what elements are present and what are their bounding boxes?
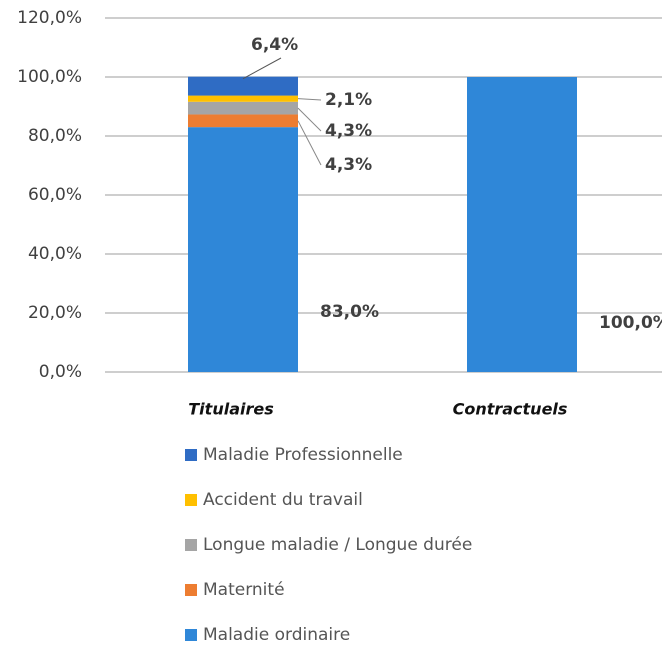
y-tick-label: 100,0%: [17, 67, 82, 87]
bar-segment: [188, 101, 298, 115]
leader-line: [297, 120, 322, 166]
x-tick-label: Contractuels: [453, 400, 568, 419]
legend-swatch: [185, 449, 197, 461]
y-tick-label: 60,0%: [28, 185, 82, 205]
leader-line: [297, 98, 322, 101]
leader-line: [297, 107, 322, 132]
legend-label: Accident du travail: [203, 490, 363, 510]
bar-segment: [188, 76, 298, 96]
legend-label: Maladie Professionnelle: [203, 445, 403, 465]
legend-label: Longue maladie / Longue durée: [203, 535, 472, 555]
bar-segment: [188, 127, 298, 373]
data-label: 100,0%: [599, 313, 662, 333]
legend-swatch: [185, 584, 197, 596]
leader-line: [242, 57, 282, 80]
legend-swatch: [185, 494, 197, 506]
data-label: 6,4%: [251, 35, 298, 55]
legend-swatch: [185, 539, 197, 551]
legend-label: Maternité: [203, 580, 285, 600]
legend-label: Maladie ordinaire: [203, 625, 350, 645]
data-label: 2,1%: [325, 90, 372, 110]
legend-swatch: [185, 629, 197, 641]
data-label: 4,3%: [325, 155, 372, 175]
bar-segment: [188, 95, 298, 102]
y-tick-label: 20,0%: [28, 303, 82, 323]
y-tick-label: 40,0%: [28, 244, 82, 264]
y-tick-label: 0,0%: [39, 362, 82, 382]
data-label: 4,3%: [325, 121, 372, 141]
bar-segment: [188, 114, 298, 128]
x-tick-label: Titulaires: [188, 400, 273, 419]
y-tick-label: 80,0%: [28, 126, 82, 146]
y-tick-label: 120,0%: [17, 8, 82, 28]
bar-segment: [467, 77, 577, 372]
data-label: 83,0%: [320, 302, 379, 322]
